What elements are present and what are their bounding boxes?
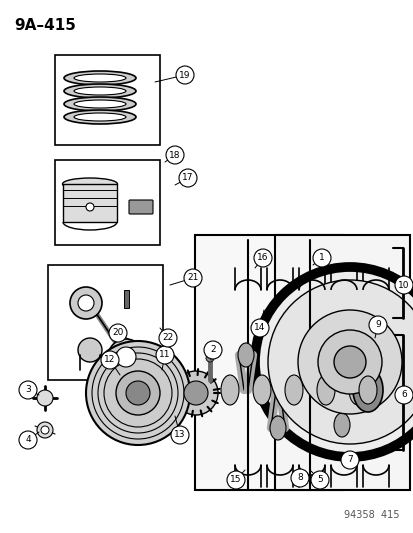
Text: 12: 12 (104, 356, 115, 365)
Circle shape (267, 280, 413, 444)
Circle shape (312, 249, 330, 267)
Ellipse shape (237, 343, 254, 367)
Circle shape (340, 451, 358, 469)
Circle shape (317, 330, 381, 394)
Text: 6: 6 (400, 391, 406, 400)
Ellipse shape (284, 375, 302, 405)
Bar (55, 55, 159, 145)
Ellipse shape (252, 375, 271, 405)
Text: 16: 16 (256, 254, 268, 262)
Circle shape (254, 249, 271, 267)
Circle shape (254, 267, 413, 457)
Text: 18: 18 (169, 150, 180, 159)
Ellipse shape (358, 376, 376, 404)
Ellipse shape (301, 340, 317, 364)
Circle shape (176, 66, 194, 84)
Text: 7: 7 (346, 456, 352, 464)
Text: 2: 2 (210, 345, 215, 354)
Ellipse shape (74, 74, 126, 82)
Ellipse shape (352, 368, 382, 412)
Circle shape (166, 146, 183, 164)
Circle shape (226, 471, 244, 489)
Ellipse shape (64, 71, 136, 85)
Text: 21: 21 (187, 273, 198, 282)
Ellipse shape (333, 413, 349, 437)
Text: 94358  415: 94358 415 (344, 510, 399, 520)
Circle shape (183, 269, 202, 287)
Bar (274, 235, 409, 490)
Text: 14: 14 (254, 324, 265, 333)
Text: 22: 22 (162, 334, 173, 343)
Circle shape (310, 471, 328, 489)
Circle shape (109, 324, 127, 342)
Text: 3: 3 (25, 385, 31, 394)
Ellipse shape (316, 375, 334, 405)
FancyBboxPatch shape (129, 200, 153, 214)
Bar (55, 160, 159, 245)
Circle shape (86, 341, 190, 445)
Circle shape (290, 469, 308, 487)
Circle shape (394, 276, 412, 294)
Ellipse shape (348, 375, 366, 405)
Circle shape (78, 338, 102, 362)
Circle shape (41, 426, 49, 434)
Circle shape (171, 426, 189, 444)
Text: 5: 5 (316, 475, 322, 484)
Circle shape (78, 295, 94, 311)
Ellipse shape (74, 100, 126, 108)
Circle shape (108, 339, 144, 375)
Text: 1: 1 (318, 254, 324, 262)
Text: 9A–415: 9A–415 (14, 18, 76, 33)
Ellipse shape (86, 203, 94, 211)
Circle shape (101, 351, 119, 369)
Ellipse shape (74, 87, 126, 95)
Circle shape (206, 354, 214, 362)
Ellipse shape (64, 110, 136, 124)
Circle shape (394, 386, 412, 404)
Circle shape (173, 371, 218, 415)
Bar (124, 290, 129, 308)
Circle shape (178, 169, 197, 187)
Circle shape (204, 341, 221, 359)
Ellipse shape (269, 416, 285, 440)
Ellipse shape (62, 178, 117, 190)
Ellipse shape (64, 97, 136, 111)
Ellipse shape (221, 375, 238, 405)
Circle shape (152, 375, 188, 411)
Circle shape (183, 381, 207, 405)
Circle shape (159, 329, 177, 347)
Circle shape (126, 381, 150, 405)
Circle shape (116, 371, 159, 415)
Circle shape (70, 287, 102, 319)
Circle shape (92, 347, 183, 439)
Circle shape (104, 359, 171, 427)
Text: 4: 4 (25, 435, 31, 445)
Circle shape (250, 319, 268, 337)
Text: 9: 9 (374, 320, 380, 329)
Text: 20: 20 (112, 328, 123, 337)
Text: 15: 15 (230, 475, 241, 484)
Text: 10: 10 (397, 280, 409, 289)
Circle shape (98, 353, 178, 433)
Circle shape (37, 390, 53, 406)
Circle shape (333, 346, 365, 378)
Circle shape (37, 422, 53, 438)
Ellipse shape (74, 113, 126, 121)
Circle shape (19, 381, 37, 399)
Circle shape (297, 310, 401, 414)
Ellipse shape (64, 84, 136, 98)
Text: 13: 13 (174, 431, 185, 440)
Circle shape (368, 316, 386, 334)
Circle shape (116, 347, 136, 367)
Bar (195, 235, 342, 490)
Bar (48, 265, 163, 380)
Circle shape (156, 346, 173, 364)
Text: 8: 8 (297, 473, 302, 482)
Circle shape (19, 431, 37, 449)
Bar (63, 184, 117, 222)
Text: 17: 17 (182, 174, 193, 182)
Text: 11: 11 (159, 351, 170, 359)
Text: 19: 19 (179, 70, 190, 79)
